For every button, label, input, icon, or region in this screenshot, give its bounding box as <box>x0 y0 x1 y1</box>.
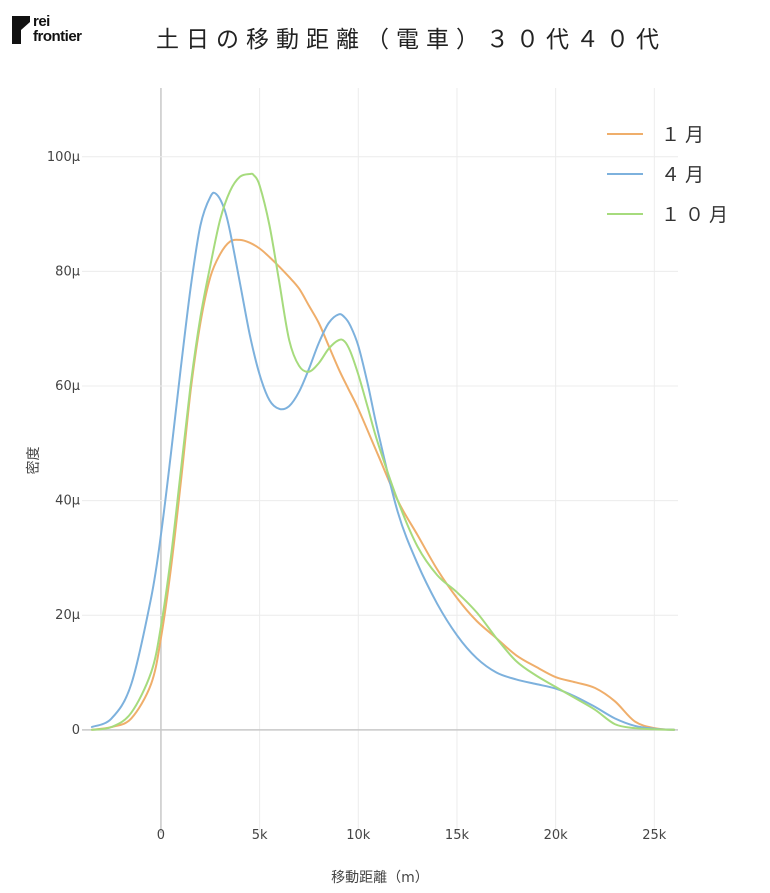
y-axis-label: 密度 <box>25 447 42 475</box>
series-line-0 <box>90 238 676 731</box>
logo-line2: frontier <box>33 28 82 45</box>
grid-lines <box>82 88 678 833</box>
legend: １月 ４月 １０月 <box>607 124 733 226</box>
x-tick-label: 15k <box>445 828 470 843</box>
legend-label-1: ４月 <box>661 164 709 186</box>
series-line-1 <box>90 191 676 731</box>
x-tick-label: 25k <box>642 828 667 843</box>
y-tick-label: 20μ <box>55 608 80 623</box>
x-tick-label: 10k <box>346 828 371 843</box>
y-tick-label: 0 <box>72 723 80 738</box>
legend-label-2: １０月 <box>661 204 733 226</box>
logo-text: rei frontier <box>33 14 82 44</box>
x-tick-label: 5k <box>252 828 268 843</box>
x-tick-label: 20k <box>544 828 569 843</box>
brand-logo: rei frontier <box>12 14 112 48</box>
chart-title: 土日の移動距離（電車）３０代４０代 <box>156 27 666 53</box>
y-tick-label: 40μ <box>55 494 80 509</box>
logo-line1: rei <box>33 13 50 30</box>
series-line-2 <box>90 172 676 731</box>
tick-labels: 0 5k 10k 15k 20k 25k 0 20μ 40μ 60μ 80μ 100μ <box>47 150 667 843</box>
logo-mark-icon <box>12 16 30 44</box>
y-tick-label: 100μ <box>47 150 80 165</box>
series-lines <box>90 172 676 731</box>
y-tick-label: 80μ <box>55 264 80 279</box>
x-tick-label: 0 <box>157 828 165 843</box>
y-tick-label: 60μ <box>55 379 80 394</box>
legend-label-0: １月 <box>661 124 709 146</box>
x-axis-label: 移動距離（m） <box>331 869 429 886</box>
